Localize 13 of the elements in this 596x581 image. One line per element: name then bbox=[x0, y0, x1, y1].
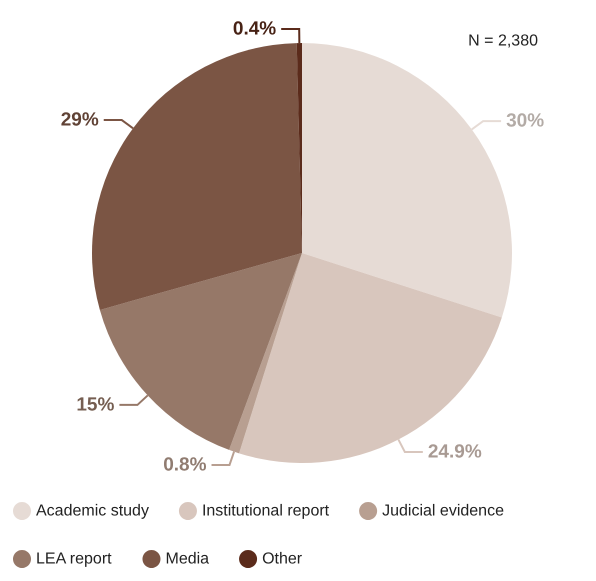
data-label: 30% bbox=[506, 110, 544, 132]
legend-label: Academic study bbox=[36, 502, 149, 520]
legend-label: LEA report bbox=[36, 550, 112, 568]
legend-label: Judicial evidence bbox=[382, 502, 504, 520]
text: N = 2,380 bbox=[468, 32, 538, 50]
data-label: 15% bbox=[76, 394, 114, 416]
legend-label: Media bbox=[165, 550, 210, 568]
legend-label: Institutional report bbox=[202, 502, 330, 520]
data-label: 29% bbox=[60, 110, 99, 131]
data-label: 0.4% bbox=[232, 18, 276, 40]
legend-label: Other bbox=[262, 550, 303, 568]
data-label: 0.8% bbox=[163, 454, 207, 476]
data-label: 24.9% bbox=[428, 441, 482, 462]
